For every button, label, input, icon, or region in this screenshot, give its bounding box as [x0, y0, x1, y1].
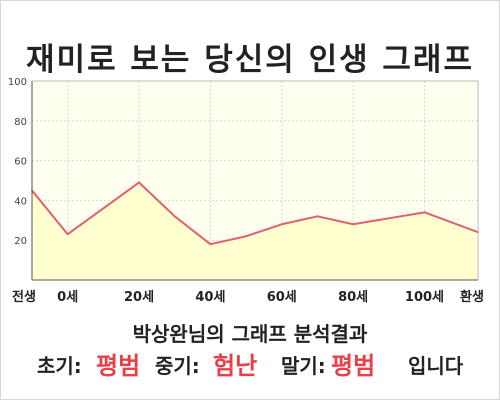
area-fill	[32, 182, 478, 280]
x-tick-label-6: 100세	[405, 290, 444, 305]
ending-text: 입니다	[408, 354, 464, 378]
line-segment-10	[423, 211, 479, 234]
x-tick-label-4: 60세	[267, 290, 297, 305]
result-summary: 초기: 평범 중기: 험난 말기: 평범 입니다	[0, 344, 500, 384]
line-segment-3	[173, 215, 212, 246]
chart-title: 재미로 보는 당신의 인생 그래프	[26, 42, 474, 78]
x-tick-label-2: 20세	[124, 290, 154, 305]
y-tick-label-60: 60	[14, 157, 27, 168]
data-point-7	[316, 215, 319, 218]
late-value: 평범	[331, 352, 376, 380]
early-value: 평범	[96, 352, 141, 380]
line-segment-5	[245, 223, 283, 238]
y-tick-label-80: 80	[14, 117, 27, 128]
result-subtitle: 박상완님의 그래프 분석결과	[132, 322, 368, 346]
data-point-10	[423, 211, 426, 214]
mid-value: 험난	[213, 352, 258, 380]
y-tick-labels: 20 40 60 80 100	[8, 77, 27, 247]
line-segment-9	[387, 211, 426, 220]
line-segment-2	[138, 181, 176, 218]
line-segment-8	[352, 217, 390, 226]
axes	[31, 80, 479, 281]
data-point-5	[245, 235, 247, 238]
data-point-9	[388, 217, 390, 220]
data-point-1	[66, 233, 69, 236]
x-tick-label-3: 40세	[195, 290, 225, 305]
data-point-6	[280, 223, 283, 226]
x-tick-labels: 전생 0세 20세 40세 60세 80세 100세 환생	[12, 289, 484, 305]
line-segment-7	[316, 215, 355, 226]
series-line	[31, 181, 479, 246]
line-segment-4	[209, 235, 248, 246]
data-point-4	[209, 243, 212, 245]
x-tick-label-1: 0세	[57, 290, 78, 305]
line-segment-6	[280, 215, 319, 226]
line-segment-0	[31, 189, 69, 236]
mid-label: 중기:	[155, 354, 200, 378]
x-tick-label-5: 80세	[338, 290, 368, 305]
y-tick-label-20: 20	[14, 236, 27, 247]
data-point-2	[138, 181, 140, 184]
y-tick-label-40: 40	[14, 196, 27, 207]
data-point-8	[352, 223, 354, 226]
x-tick-label-7: 환생	[460, 289, 484, 305]
x-tick-label-0: 전생	[12, 289, 36, 305]
early-label: 초기:	[37, 354, 82, 378]
data-point-3	[173, 215, 176, 218]
late-label: 말기:	[281, 354, 326, 378]
area-polygon	[32, 182, 478, 280]
y-tick-label-100: 100	[8, 77, 27, 88]
line-segment-1	[66, 181, 141, 236]
